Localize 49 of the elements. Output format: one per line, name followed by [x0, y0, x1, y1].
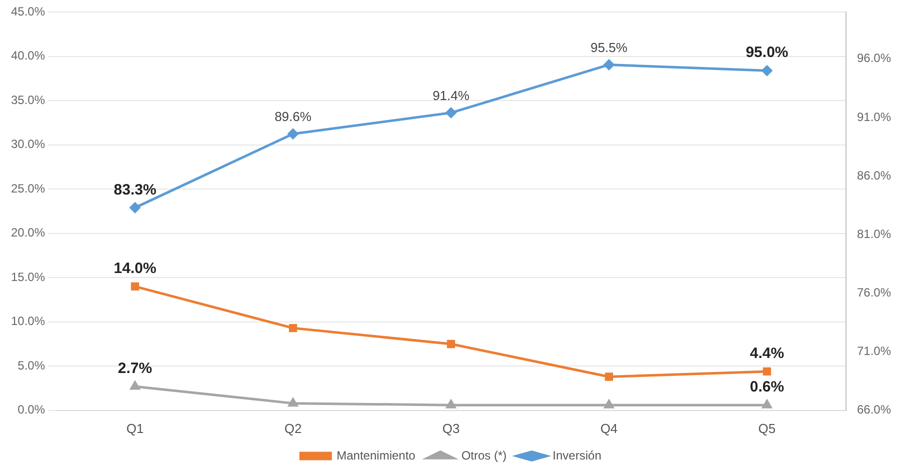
legend-label: Inversión: [552, 448, 602, 462]
point: [446, 340, 456, 348]
y-tick-label: 0.0%: [18, 402, 46, 417]
point: [130, 282, 140, 291]
data-label: 89.6%: [274, 108, 312, 124]
point: [762, 65, 772, 76]
y-tick-label: 30.0%: [10, 137, 46, 152]
data-label: 0.6%: [750, 378, 784, 396]
point: [130, 381, 140, 390]
y-tick-label: 10.0%: [10, 314, 46, 328]
y2-tick-label: 71.0%: [856, 344, 892, 358]
data-label: 14.0%: [114, 260, 156, 278]
point: [288, 324, 298, 332]
x-tick-label: Q2: [284, 420, 302, 436]
legend-label: Mantenimiento: [336, 448, 416, 462]
x-tick-label: Q5: [758, 420, 776, 436]
data-label: 91.4%: [432, 88, 470, 103]
y-tick-label: 20.0%: [10, 226, 46, 240]
point: [446, 400, 456, 408]
point: [604, 400, 614, 408]
y2-tick-label: 91.0%: [856, 110, 892, 124]
data-label: 95.0%: [746, 44, 788, 62]
y-tick-label: 25.0%: [10, 181, 46, 196]
y2-tick-label: 96.0%: [856, 51, 892, 66]
y-tick-label: 40.0%: [10, 48, 46, 63]
x-tick-label: Q3: [442, 420, 460, 436]
data-label: 95.5%: [590, 40, 628, 55]
point: [446, 108, 456, 118]
y2-tick-label: 81.0%: [856, 226, 892, 241]
y2-tick-label: 66.0%: [856, 402, 892, 417]
legend-label: Otros (*): [461, 448, 507, 462]
point: [130, 202, 140, 213]
y2-tick-label: 76.0%: [856, 286, 892, 300]
point: [604, 59, 614, 70]
y-tick-label: 35.0%: [10, 92, 46, 107]
data-label: 83.3%: [114, 181, 156, 198]
y-tick-label: 15.0%: [10, 270, 46, 284]
y-tick-label: 5.0%: [18, 358, 46, 372]
y2-tick-label: 86.0%: [856, 168, 892, 182]
point: [288, 398, 298, 407]
x-tick-label: Q1: [126, 420, 144, 436]
point: [762, 367, 772, 376]
data-label: 4.4%: [750, 345, 784, 362]
x-tick-label: Q4: [600, 420, 618, 436]
point: [604, 372, 614, 381]
point: [762, 400, 772, 408]
y-tick-label: 45.0%: [10, 4, 46, 18]
point: [288, 128, 298, 140]
data-label: 2.7%: [118, 360, 152, 378]
